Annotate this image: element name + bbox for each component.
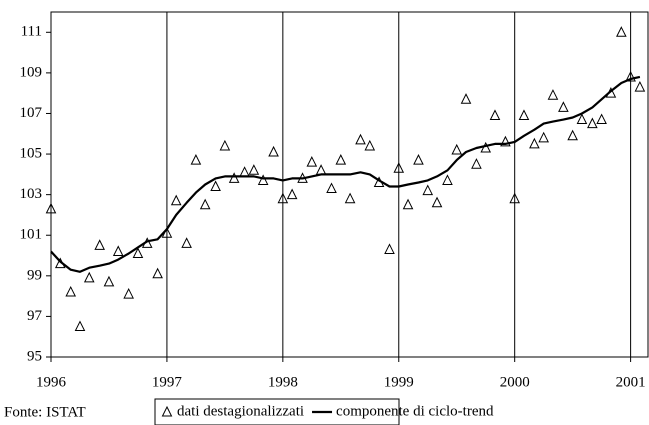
data-point <box>219 139 231 151</box>
data-point <box>248 164 260 175</box>
data-point <box>558 101 569 112</box>
data-point <box>228 172 240 183</box>
data-point <box>268 145 279 157</box>
data-point <box>170 194 182 206</box>
data-point <box>277 192 289 204</box>
data-point <box>45 202 57 214</box>
legend-symbol <box>161 405 173 417</box>
data-point <box>422 184 434 196</box>
data-point <box>587 117 598 129</box>
data-point <box>190 154 202 165</box>
x-tick-label: 1998 <box>268 374 298 390</box>
y-tick-label: 111 <box>21 24 42 40</box>
data-point <box>74 320 86 332</box>
data-point <box>538 131 549 143</box>
data-point <box>65 285 77 297</box>
plot-frame <box>50 11 649 358</box>
trend-line <box>50 75 641 273</box>
data-point <box>326 182 337 194</box>
data-point <box>286 188 298 200</box>
data-point <box>239 166 250 177</box>
data-point <box>152 267 163 279</box>
data-point <box>94 239 105 250</box>
data-point <box>567 129 578 141</box>
data-point <box>625 70 636 82</box>
data-point <box>616 26 627 37</box>
data-point <box>393 162 405 173</box>
y-tick-label: 97 <box>27 308 43 324</box>
data-point <box>335 154 347 165</box>
data-point <box>431 196 443 208</box>
x-tick-label: 2001 <box>616 374 646 390</box>
data-point <box>132 247 144 258</box>
y-tick-label: 109 <box>20 64 43 80</box>
x-tick-label: 2000 <box>500 374 530 390</box>
data-point <box>471 158 482 169</box>
data-point <box>500 135 511 147</box>
x-tick-label: 1999 <box>384 374 414 390</box>
legend-label: dati destagionalizzati <box>177 403 304 419</box>
data-point <box>547 89 559 100</box>
data-point <box>451 143 463 155</box>
data-point <box>181 237 192 248</box>
data-point <box>518 109 530 120</box>
data-point <box>257 174 269 185</box>
data-point <box>489 109 501 120</box>
data-point <box>460 93 472 104</box>
data-point <box>123 287 134 299</box>
data-point <box>384 243 395 254</box>
y-tick-label: 107 <box>20 105 43 121</box>
data-point <box>413 154 424 165</box>
x-tick-label: 1996 <box>36 374 67 390</box>
data-point <box>634 80 646 92</box>
data-point <box>103 275 115 287</box>
data-point <box>83 271 95 283</box>
data-point <box>509 192 520 204</box>
legend-box <box>154 398 400 425</box>
data-point <box>402 198 414 210</box>
data-point <box>199 198 211 210</box>
data-point <box>529 137 540 149</box>
data-point <box>210 180 221 192</box>
data-point <box>344 192 356 204</box>
x-tick-label: 1997 <box>152 374 183 390</box>
data-point <box>442 174 453 185</box>
y-tick-label: 105 <box>20 145 43 161</box>
data-point <box>306 156 318 167</box>
y-tick-label: 101 <box>20 227 43 243</box>
data-point <box>112 245 124 256</box>
source-note: Fonte: ISTAT <box>4 404 86 420</box>
data-point <box>596 113 607 125</box>
y-tick-label: 99 <box>27 267 42 283</box>
data-point <box>364 139 376 151</box>
y-tick-label: 95 <box>27 348 42 364</box>
data-point <box>315 164 327 175</box>
y-tick-label: 103 <box>20 186 43 202</box>
data-point <box>355 133 366 145</box>
data-point <box>576 113 588 125</box>
legend-label: componente di ciclo-trend <box>336 403 494 419</box>
